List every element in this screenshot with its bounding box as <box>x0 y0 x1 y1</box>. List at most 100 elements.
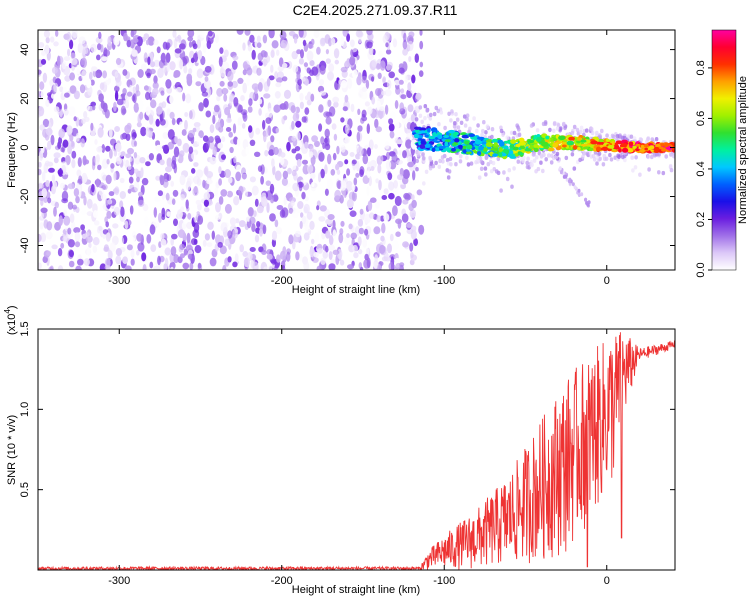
spectrogram-signal-cell <box>493 142 498 147</box>
spectrogram-track-halo <box>485 124 490 129</box>
spectrogram-noise-cell <box>235 218 240 224</box>
spectrogram-noise-cell <box>262 119 266 130</box>
spectrogram-noise-cell <box>338 138 346 148</box>
spectrogram-noise-cell <box>212 114 216 125</box>
spectrogram-noise-cell <box>366 123 370 134</box>
spectrogram-noise-cell <box>399 102 405 111</box>
spectrogram-noise-cell <box>311 135 318 143</box>
spectrogram-noise-cell <box>145 161 151 167</box>
spectrogram-noise-cell <box>115 57 122 66</box>
snr-frame <box>37 328 676 571</box>
spectrogram-track-halo <box>525 164 530 170</box>
spectrogram-noise-cell <box>275 127 280 134</box>
spectrogram-track-halo <box>532 158 537 163</box>
spectrogram-noise-cell <box>223 93 228 102</box>
spectrogram-noise-cell <box>263 266 269 270</box>
spectrogram-track-halo <box>657 170 661 175</box>
spectrogram-noise-cell <box>196 68 204 79</box>
spectrogram-track-halo <box>550 153 554 158</box>
spectrogram-noise-cell <box>38 161 42 168</box>
spectrogram-track-halo <box>610 133 615 138</box>
spectrogram-signal-cell <box>509 144 515 148</box>
spectrogram-noise-cell <box>291 50 298 60</box>
spectrogram-y-tick-label: -20 <box>19 189 31 205</box>
spectrogram-noise-cell <box>126 91 133 97</box>
spectrogram-noise-cell <box>382 119 389 128</box>
spectrogram-noise-cell <box>159 159 165 166</box>
spectrogram-track-halo <box>495 169 499 174</box>
spectrogram-noise-cell <box>127 165 132 171</box>
spectrogram-track-halo <box>661 170 666 176</box>
spectrogram-noise-cell <box>75 195 80 204</box>
spectrogram-noise-cell <box>339 180 347 191</box>
spectrogram-noise-cell <box>402 48 408 56</box>
spectrogram-noise-cell <box>299 220 303 230</box>
spectrogram-track-halo <box>481 128 485 134</box>
spectrogram-noise-cell <box>211 230 215 240</box>
spectrogram-noise-cell <box>304 78 309 86</box>
spectrogram-noise-cell <box>325 230 331 239</box>
spectrogram-noise-cell <box>86 246 91 256</box>
spectrogram-noise-cell <box>402 241 409 248</box>
spectrogram-noise-cell <box>183 248 188 256</box>
spectrogram-noise-cell <box>300 212 304 218</box>
spectrogram-noise-cell <box>279 103 287 110</box>
spectrogram-noise-cell <box>346 168 351 176</box>
spectrogram-noise-cell <box>81 118 86 125</box>
spectrogram-track-halo <box>525 160 529 166</box>
spectrogram-noise-cell <box>357 249 363 255</box>
spectrogram-y-label: Frequency (Hz) <box>6 112 18 188</box>
spectrogram-noise-cell <box>224 107 231 116</box>
spectrogram-noise-cell <box>244 30 251 36</box>
spectrogram-noise-cell <box>249 176 256 183</box>
spectrogram-noise-cell <box>209 124 215 134</box>
spectrogram-noise-cell <box>88 242 92 249</box>
spectrogram-noise-cell <box>205 110 212 118</box>
spectrogram-noise-cell <box>114 90 119 101</box>
spectrogram-noise-cell <box>266 253 273 260</box>
spectrogram-noise-cell <box>368 139 374 151</box>
colorbar-label: Normalized spectral amplitude <box>737 76 749 224</box>
spectrogram-noise-cell <box>217 142 224 149</box>
spectrogram-noise-cell <box>166 42 171 49</box>
spectrogram-track-halo <box>420 119 425 125</box>
spectrogram-noise-cell <box>139 157 146 164</box>
spectrogram-noise-cell <box>104 264 111 270</box>
spectrogram-track-halo <box>654 137 659 142</box>
spectrogram-noise-cell <box>346 33 350 42</box>
spectrogram-noise-cell <box>69 85 77 94</box>
spectrogram-noise-cell <box>174 135 179 144</box>
spectrogram-noise-cell <box>95 72 102 79</box>
spectrogram-noise-cell <box>137 69 144 78</box>
spectrogram-noise-cell <box>101 144 106 153</box>
spectrogram-noise-cell <box>291 169 297 177</box>
spectrogram-tail-cell <box>573 185 577 190</box>
spectrogram-noise-cell <box>402 169 410 180</box>
spectrogram-noise-cell <box>335 163 340 171</box>
spectrogram-noise-cell <box>234 253 239 262</box>
spectrogram-noise-cell <box>164 247 171 256</box>
spectrogram-noise-cell <box>265 128 269 137</box>
spectrogram-noise-cell <box>38 168 42 176</box>
spectrogram-noise-cell <box>231 60 238 70</box>
spectrogram-noise-cell <box>340 220 345 227</box>
spectrogram-noise-cell <box>155 175 161 181</box>
spectrogram-noise-cell <box>364 101 370 107</box>
spectrogram-noise-cell <box>131 30 137 36</box>
spectrogram-noise-cell <box>212 146 217 157</box>
spectrogram-noise-cell <box>92 210 99 218</box>
spectrogram-signal-cell <box>583 146 589 150</box>
spectrogram-noise-cell <box>397 174 404 181</box>
spectrogram-noise-cell <box>296 49 302 55</box>
spectrogram-noise-cell <box>265 180 271 186</box>
spectrogram-noise-cell <box>280 250 286 260</box>
spectrogram-signal-cell <box>644 147 648 151</box>
spectrogram-noise-cell <box>357 219 364 227</box>
spectrogram-noise-cell <box>53 82 59 93</box>
spectrogram-noise-cell <box>188 130 195 138</box>
spectrogram-noise-cell <box>198 102 204 112</box>
spectrogram-noise-cell <box>314 140 320 148</box>
spectrogram-noise-cell <box>276 226 282 235</box>
spectrogram-noise-cell <box>240 109 248 116</box>
spectrogram-noise-cell <box>276 254 281 263</box>
